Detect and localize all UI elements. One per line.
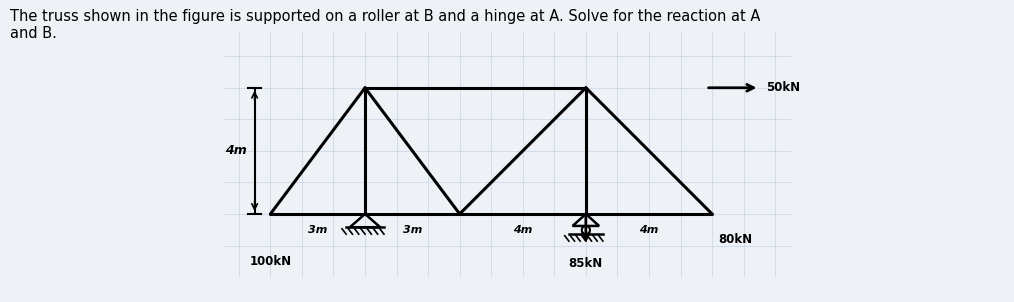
Text: 3m: 3m <box>403 225 422 235</box>
Text: The truss shown in the figure is supported on a roller at B and a hinge at A. So: The truss shown in the figure is support… <box>10 9 760 41</box>
Text: 85kN: 85kN <box>569 256 603 270</box>
Text: 80kN: 80kN <box>718 233 752 246</box>
Text: 3m: 3m <box>308 225 328 235</box>
Text: 50kN: 50kN <box>766 81 800 94</box>
Text: 4m: 4m <box>639 225 659 235</box>
Text: 100kN: 100kN <box>249 255 291 268</box>
Text: 4m: 4m <box>225 144 246 157</box>
Text: 4m: 4m <box>513 225 532 235</box>
